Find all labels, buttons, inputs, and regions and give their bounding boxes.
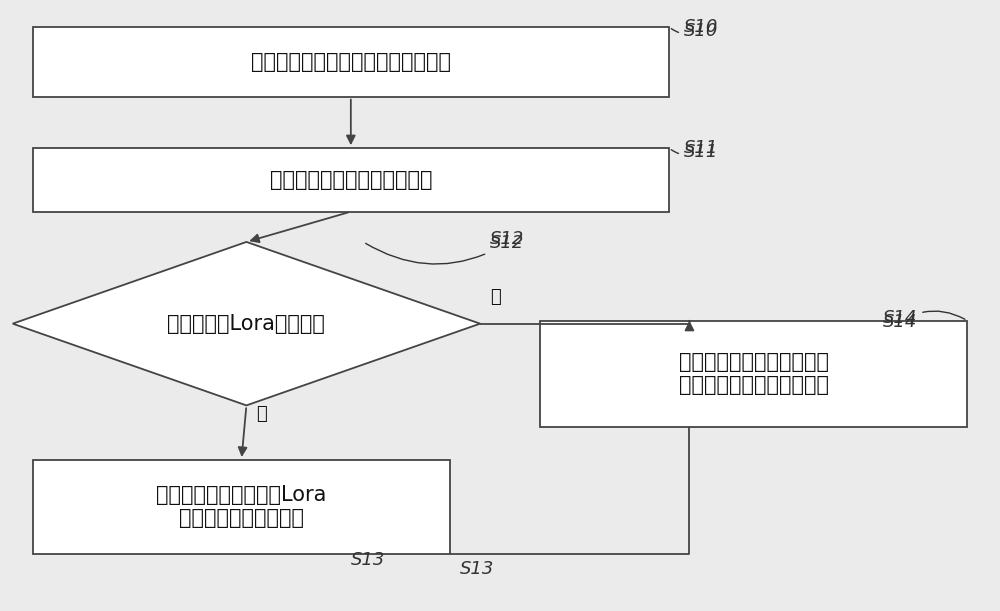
Text: 对业务数据进行业务类型解析: 对业务数据进行业务类型解析 bbox=[270, 170, 432, 190]
Text: 将紧急业务的数据通过移动
通信网络发送给业务服务器: 将紧急业务的数据通过移动 通信网络发送给业务服务器 bbox=[679, 352, 829, 395]
FancyBboxPatch shape bbox=[33, 460, 450, 554]
Text: S11: S11 bbox=[671, 143, 718, 161]
Text: S13: S13 bbox=[351, 551, 385, 569]
FancyBboxPatch shape bbox=[33, 148, 669, 211]
Text: S14: S14 bbox=[883, 311, 965, 331]
Text: S10: S10 bbox=[684, 18, 718, 36]
Text: S12: S12 bbox=[366, 234, 524, 264]
Text: S11: S11 bbox=[684, 139, 718, 157]
Text: S10: S10 bbox=[671, 22, 718, 40]
Text: 是: 是 bbox=[256, 406, 267, 423]
Text: S14: S14 bbox=[883, 309, 917, 327]
Polygon shape bbox=[13, 242, 480, 405]
FancyBboxPatch shape bbox=[33, 27, 669, 97]
Text: 将紧急业务的数据通过Lora
网络发送给业务服务器: 将紧急业务的数据通过Lora 网络发送给业务服务器 bbox=[156, 485, 327, 529]
Text: S13: S13 bbox=[460, 560, 495, 578]
Text: 接收并缓存随身终端发送的业务数据: 接收并缓存随身终端发送的业务数据 bbox=[251, 52, 451, 72]
Text: 否: 否 bbox=[490, 288, 501, 306]
Text: S12: S12 bbox=[490, 230, 524, 248]
Text: 判断是否有Lora网络覆盖: 判断是否有Lora网络覆盖 bbox=[167, 313, 325, 334]
FancyBboxPatch shape bbox=[540, 321, 967, 426]
